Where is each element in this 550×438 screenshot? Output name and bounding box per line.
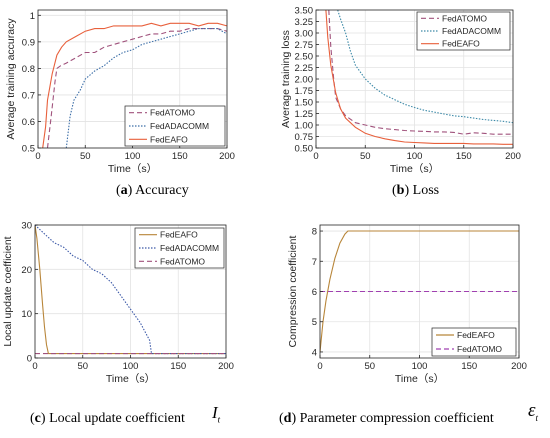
y-tick-label: 20 — [21, 265, 32, 276]
series-line-fedeafo — [35, 225, 226, 355]
y-axis-label: Local update coefficient — [2, 236, 14, 346]
x-tick-label: 100 — [412, 361, 428, 372]
y-tick-label: 6 — [312, 287, 317, 298]
x-tick-label: 150 — [172, 151, 188, 162]
y-tick-label: 1.00 — [295, 121, 314, 132]
y-tick-label: 4 — [312, 347, 317, 358]
x-tick-label: 200 — [511, 361, 527, 372]
y-axis-label: Average training loss — [280, 30, 292, 128]
x-tick-label: 200 — [219, 151, 235, 162]
x-tick-label: 50 — [77, 361, 88, 372]
x-tick-label: 150 — [170, 361, 186, 372]
x-tick-label: 150 — [461, 361, 477, 372]
series-line-fedeafo — [325, 10, 513, 145]
y-tick-label: 1.50 — [295, 98, 314, 109]
y-tick-label: 8 — [312, 227, 317, 238]
series-line-fedeafo — [42, 22, 227, 148]
x-tick-label: 100 — [125, 151, 141, 162]
x-tick-label: 50 — [364, 361, 375, 372]
caption-d: (d) Parameter compression coefficient — [279, 411, 494, 426]
x-axis-label: Time（s） — [106, 373, 155, 385]
legend-label-fedatomo: FedATOMO — [442, 13, 487, 23]
x-tick-label: 50 — [360, 151, 371, 162]
caption-a: (a) Accuracy — [116, 183, 189, 198]
legend-label-fedeafo: FedEAFO — [150, 134, 188, 144]
y-tick-label: 0.5 — [22, 144, 35, 155]
y-tick-label: 10 — [21, 309, 32, 320]
y-axis-label: Compression coefficient — [287, 235, 299, 347]
x-axis-label: Time（s） — [108, 163, 157, 175]
chart-panel-b: 0 50 100 150 200 0.500.751.001.251.501.752.00… — [280, 6, 521, 176]
caption-b: (b) Loss — [392, 183, 440, 198]
x-tick-label: 100 — [407, 151, 423, 162]
series-line-fedeafo — [320, 230, 519, 353]
y-tick-label: 0.9 — [22, 37, 35, 48]
legend-label-fedatomo: FedATOMO — [150, 108, 195, 118]
caption-c: (c) Local update coefficient — [30, 411, 185, 426]
y-tick-label: 1.75 — [295, 86, 314, 97]
symbol-c: It — [212, 403, 221, 425]
legend-label-fedadacomm: FedADACOMM — [442, 26, 501, 36]
y-tick-label: 1 — [30, 11, 35, 22]
legend: FedATOMO FedADACOMM FedEAFO — [416, 11, 511, 51]
y-tick-label: 0.6 — [22, 117, 35, 128]
chart-panel-c: 0 50 100 150 200 0 10 20 30 Time（s） Local update c… — [2, 221, 234, 386]
symbol-d: εt — [528, 400, 539, 423]
y-tick-label: 5 — [312, 317, 317, 328]
series-line-fedadacomm — [337, 10, 513, 124]
y-tick-label: 0.75 — [295, 132, 314, 143]
y-tick-label: 0 — [27, 354, 32, 365]
legend: FedEAFO FedATOMO — [431, 327, 517, 357]
y-tick-label: 3.25 — [295, 17, 314, 28]
y-tick-label: 2.00 — [295, 75, 314, 86]
y-tick-label: 2.75 — [295, 40, 314, 51]
series-line-fedadacomm — [35, 225, 226, 355]
y-tick-label: 2.25 — [295, 63, 314, 74]
x-axis-label: Time（s） — [395, 373, 444, 385]
x-tick-label: 100 — [123, 361, 139, 372]
y-tick-label: 7 — [312, 257, 317, 268]
x-axis-label: Time（s） — [390, 163, 439, 175]
x-tick-label: 0 — [313, 151, 318, 162]
y-tick-label: 3.50 — [295, 6, 314, 17]
y-axis-label: Average training accuracy — [5, 18, 17, 140]
y-tick-label: 1.25 — [295, 109, 314, 120]
legend-label-fedatomo: FedATOMO — [160, 256, 205, 266]
y-tick-label: 0.50 — [295, 144, 314, 155]
legend: FedATOMO FedADACOMM FedEAFO — [124, 105, 226, 147]
y-tick-label: 0.8 — [22, 64, 35, 75]
legend-label-fedeafo: FedEAFO — [442, 39, 480, 49]
x-tick-label: 200 — [218, 361, 234, 372]
x-tick-label: 0 — [32, 361, 37, 372]
legend-label-fedeafo: FedEAFO — [457, 330, 495, 340]
x-tick-label: 0 — [35, 151, 40, 162]
legend-box — [431, 327, 517, 357]
legend-label-fedatomo: FedATOMO — [457, 344, 502, 354]
legend-label-fedeafo: FedEAFO — [160, 230, 198, 240]
x-tick-label: 50 — [80, 151, 91, 162]
series-line-fedatomo — [46, 28, 227, 148]
y-tick-label: 2.50 — [295, 52, 314, 63]
legend: FedEAFO FedADACOMM FedATOMO — [134, 227, 225, 269]
x-tick-label: 0 — [317, 361, 322, 372]
chart-panel-a: 0 50 100 150 200 0.5 0.6 0.7 0.8 0.9 1 Time（s） Avera… — [5, 9, 235, 175]
x-tick-label: 200 — [505, 151, 521, 162]
y-tick-label: 3.00 — [295, 29, 314, 40]
legend-label-fedadacomm: FedADACOMM — [150, 121, 209, 131]
y-tick-label: 0.7 — [22, 90, 35, 101]
y-tick-label: 30 — [21, 221, 32, 232]
chart-panel-d: 0 50 100 150 200 4 5 6 7 8 Time（s） Compression coef… — [287, 224, 527, 385]
x-tick-label: 150 — [456, 151, 472, 162]
legend-label-fedadacomm: FedADACOMM — [160, 243, 219, 253]
